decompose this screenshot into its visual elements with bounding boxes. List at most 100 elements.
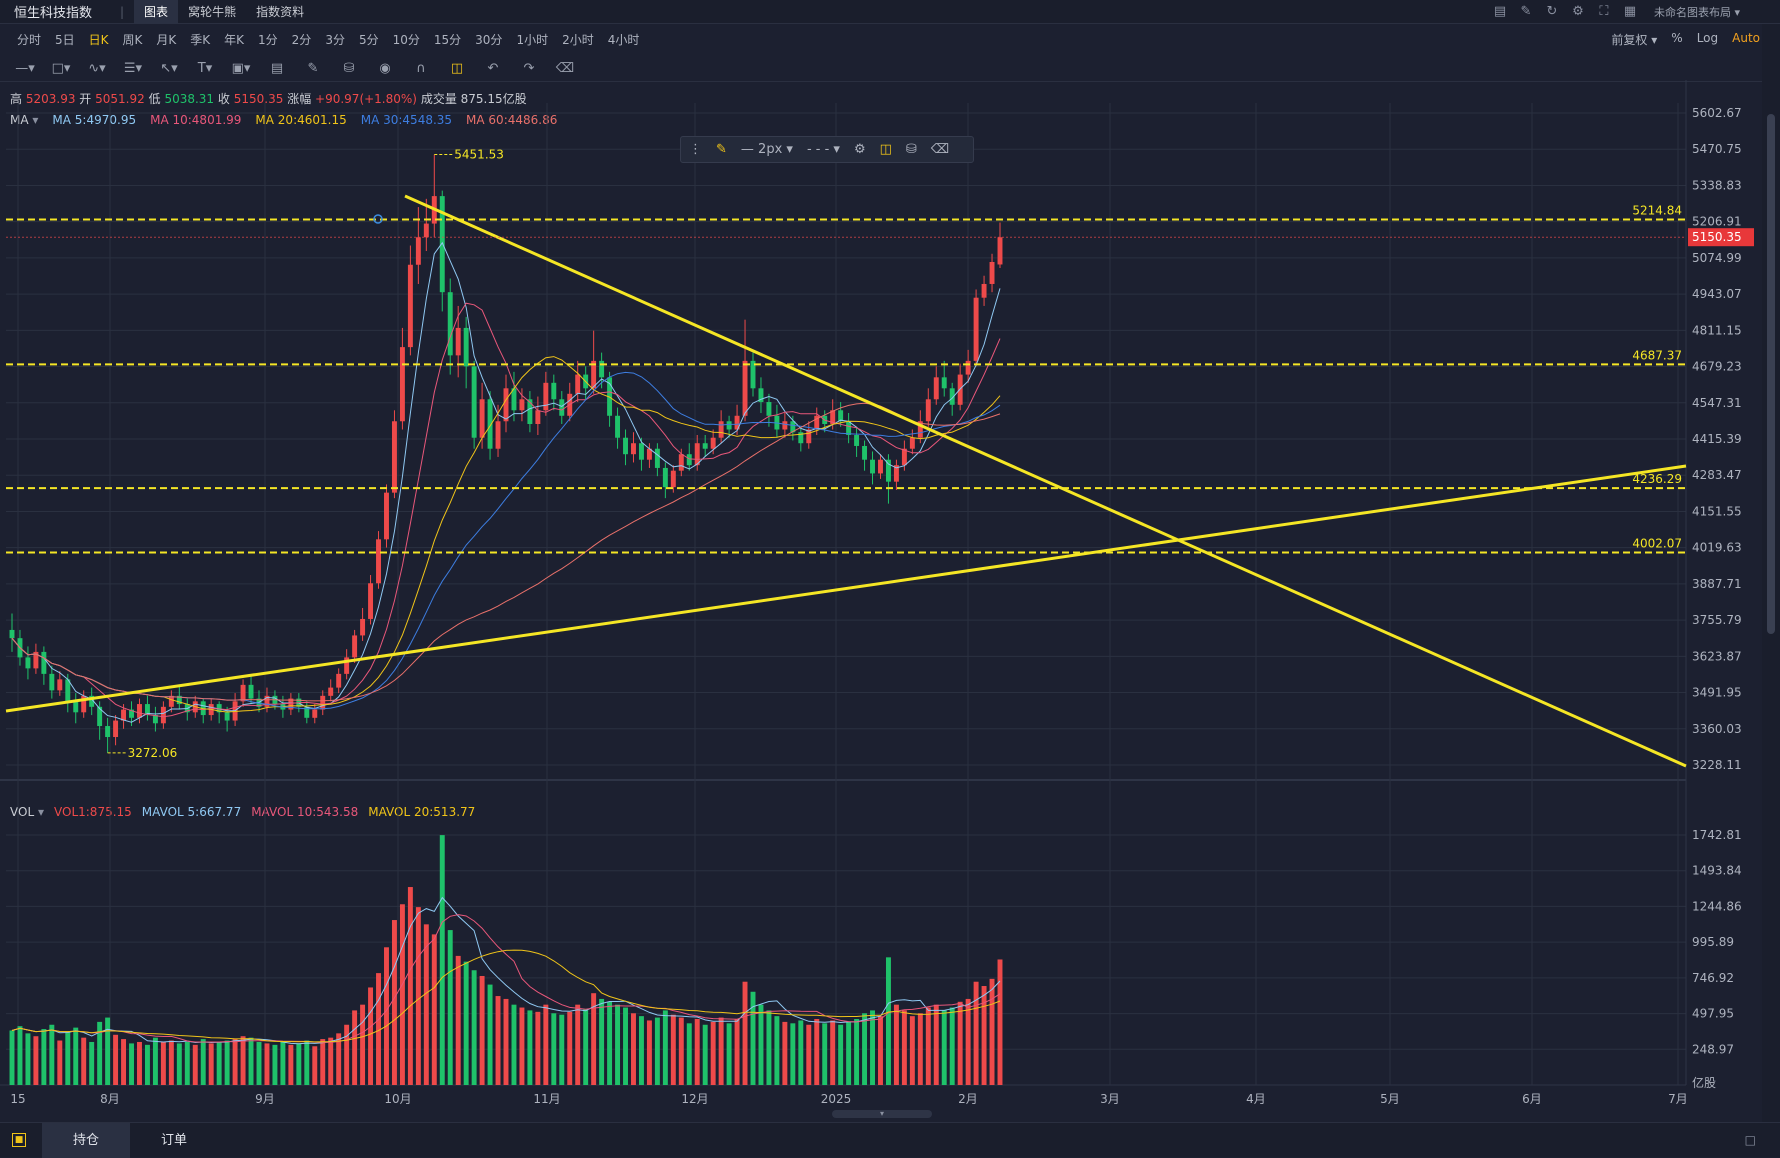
chat-icon[interactable]: □ [1744,1133,1756,1147]
period-item[interactable]: 10分 [392,32,420,47]
volume-bar [766,1010,772,1085]
volume-bar [81,1037,87,1085]
drawing-anchor-handle[interactable] [373,214,383,224]
volume-value: 875.15亿股 [460,92,527,106]
volume-bar [965,998,971,1085]
fib-tool-icon[interactable]: ☰▾ [123,60,143,76]
period-item[interactable]: 2小时 [562,32,594,47]
time-tick-label: 6月 [1522,1092,1542,1106]
right-scrollbar[interactable] [1762,24,1780,1122]
magnet-icon[interactable]: ∩ [416,60,426,76]
auto-toggle[interactable]: Auto [1732,30,1760,45]
candle-body [599,360,605,378]
arrow-tool-icon[interactable]: ↖▾ [160,60,178,76]
text-tool-icon[interactable]: T▾ [197,60,213,76]
lock-icon[interactable]: ⛁ [343,60,355,76]
volume-bar [57,1040,63,1085]
ohlc-info: 高 5203.93 开 5051.92 低 5038.31 收 5150.35 … [10,90,527,107]
period-item[interactable]: 30分 [475,32,503,47]
settings-icon[interactable]: ⚙ [1572,4,1584,19]
period-item[interactable]: 2分 [291,32,312,47]
undo-icon[interactable]: ↶ [487,60,499,76]
measure-tool-icon[interactable]: ▤ [270,60,284,76]
trash-icon[interactable]: ⌫ [555,60,575,76]
low-value: 5038.31 [164,92,215,106]
brush-icon[interactable]: ✎ [307,60,319,76]
tab-orders[interactable]: 订单 [160,1132,187,1148]
log-toggle[interactable]: Log [1696,30,1719,45]
line-tool-icon[interactable]: —▾ [15,60,35,76]
edit-icon[interactable]: ✎ [1520,4,1532,19]
tab-warrants[interactable]: 窝轮牛熊 [188,4,237,19]
adjust-dropdown[interactable]: 前复权 ▾ [1611,32,1658,47]
period-item-active[interactable]: 日K [88,32,109,47]
pencil-icon[interactable]: ✎ [716,142,727,157]
price-tick-label: 3887.71 [1692,577,1742,591]
volume-bar [368,987,374,1085]
tab-positions[interactable]: 持仓 [42,1122,130,1158]
axes-layer: 5602.67 5470.75 5338.83 5206.91 5074.99 4943.… [10,106,1754,1106]
label-tool-icon[interactable]: ▣▾ [231,60,251,76]
ma-line [11,402,1001,702]
horizontal-line-label: 4687.37 [1632,348,1682,362]
candle-body [176,695,182,705]
period-item[interactable]: 年K [224,32,245,47]
link-icon[interactable]: ◫ [450,60,464,76]
uptrend-line[interactable] [5,464,1687,713]
candlestick-chart[interactable]: 5214.84 4687.37 4236.29 4002.07 5451.53 3272.… [0,24,1762,1122]
candle-body [144,704,150,716]
period-item[interactable]: 3分 [325,32,345,47]
time-scroll-handle[interactable]: ▾ [832,1110,932,1118]
candle-body [376,539,381,584]
vol-indicator-label[interactable]: VOL ▾ [10,805,44,819]
ma-indicator-label[interactable]: MA ▾ [10,113,38,127]
high-value: 5203.93 [25,92,76,106]
period-item[interactable]: 分时 [17,32,42,47]
period-item[interactable]: 季K [190,32,211,47]
volume-bar [662,1010,668,1085]
refresh-icon[interactable]: ↻ [1546,4,1558,19]
candle-body [575,374,581,394]
lock-icon[interactable]: ⛁ [905,142,917,157]
candle-body [447,292,453,356]
grid-icon[interactable]: ▦ [1623,4,1637,19]
candle-body [790,421,796,433]
period-item[interactable]: 周K [122,32,143,47]
period-item[interactable]: 4小时 [607,32,640,47]
redo-icon[interactable]: ↷ [523,60,535,76]
drag-handle-icon[interactable]: ⋮ [689,142,702,157]
percent-toggle[interactable]: % [1671,30,1683,45]
tab-chart[interactable]: 图表 [134,0,179,24]
candle-body [591,360,597,389]
line-style-selector[interactable]: - - - ▾ [806,142,840,157]
period-item[interactable]: 1分 [258,32,278,47]
volume-bar [240,1036,246,1085]
tab-index-info[interactable]: 指数资料 [256,4,305,19]
period-item[interactable]: 月K [156,32,177,47]
candle-body [830,410,836,425]
adjust-label: 前复权 [1611,32,1648,47]
drawings-layer[interactable]: 5214.84 4687.37 4236.29 4002.07 5451.53 3272.… [5,147,1687,768]
fullscreen-icon[interactable]: ⛶ [1599,4,1609,19]
rectangle-tool-icon[interactable]: □▾ [51,60,71,76]
period-item[interactable]: 15分 [433,32,462,47]
candle-body [694,443,700,466]
line-width-selector[interactable]: — 2px ▾ [740,142,793,157]
pattern-tool-icon[interactable]: ∿▾ [88,60,106,76]
settings-icon[interactable]: ⚙ [853,142,866,157]
period-item[interactable]: 5日 [55,32,75,47]
chart-icon[interactable]: ▤ [1493,4,1507,19]
candle-body [901,448,907,466]
period-item[interactable]: 1小时 [516,32,549,47]
period-item[interactable]: 5分 [358,32,379,47]
candle-body [312,709,318,718]
trash-icon[interactable]: ⌫ [930,142,950,157]
scrollbar-thumb[interactable] [1767,114,1775,634]
mavol-line [11,914,1001,1043]
eye-icon[interactable]: ◉ [379,60,391,76]
candle-body [216,704,222,713]
link-icon[interactable]: ◫ [879,142,892,157]
panel-toggle-icon[interactable]: ■ [12,1133,26,1147]
layout-selector[interactable]: 未命名图表布局 ▾ [1653,6,1740,19]
downtrend-line[interactable] [404,194,1687,768]
